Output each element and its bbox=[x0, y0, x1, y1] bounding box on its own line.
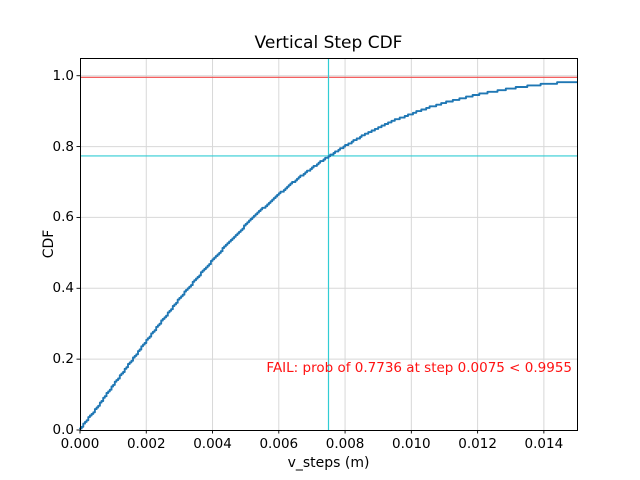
y-tick-label: 0.6 bbox=[52, 209, 74, 226]
y-axis-label: CDF bbox=[41, 229, 57, 259]
chart-title: Vertical Step CDF bbox=[254, 33, 403, 53]
plot-frame bbox=[80, 58, 578, 431]
y-tick-label: 0.0 bbox=[52, 422, 74, 438]
y-tick-label: 0.2 bbox=[52, 351, 74, 368]
x-tick-label: 0.010 bbox=[392, 436, 431, 452]
fail-annotation: FAIL: prob of 0.7736 at step 0.0075 < 0.… bbox=[266, 360, 573, 376]
y-tick-label: 1.0 bbox=[52, 67, 74, 84]
axis-tick-marks bbox=[76, 75, 545, 434]
x-tick-label: 0.014 bbox=[524, 436, 564, 452]
x-tick-label: 0.008 bbox=[325, 436, 365, 452]
x-tick-label: 0.004 bbox=[193, 436, 232, 452]
x-tick-label: 0.000 bbox=[60, 436, 100, 452]
x-tick-label: 0.012 bbox=[458, 436, 497, 452]
x-tick-label: 0.006 bbox=[259, 436, 299, 452]
y-tick-label: 0.4 bbox=[52, 280, 74, 297]
x-axis-label: v_steps (m) bbox=[287, 455, 370, 471]
y-tick-label: 0.8 bbox=[52, 138, 74, 155]
x-tick-label: 0.002 bbox=[126, 436, 166, 452]
cdf-curve bbox=[79, 81, 578, 430]
